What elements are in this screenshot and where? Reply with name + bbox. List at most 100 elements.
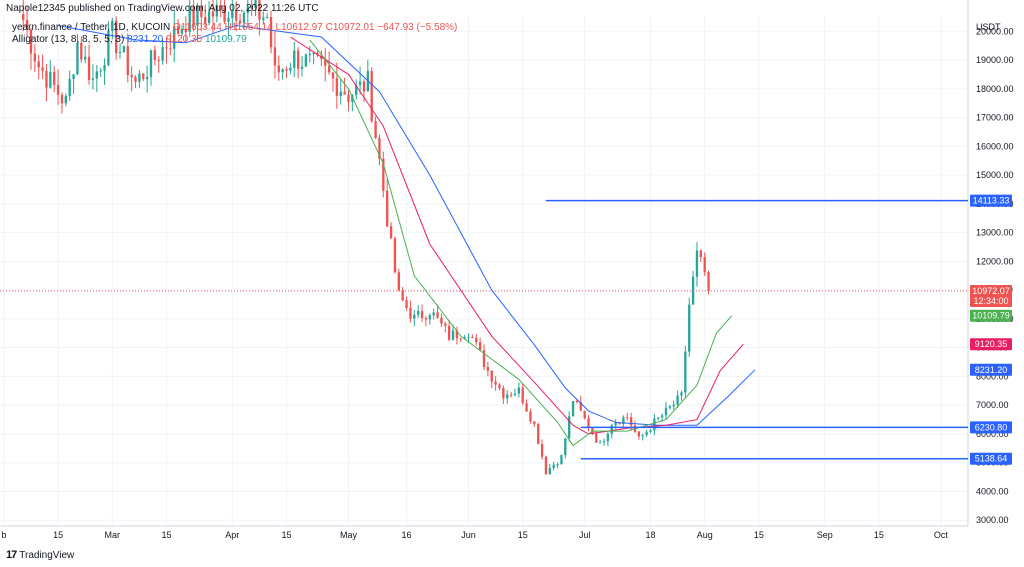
x-tick-label: 15 (754, 530, 764, 540)
candle-body (250, 6, 253, 9)
candle-body (521, 387, 524, 404)
candle-body (552, 464, 555, 468)
x-tick-label: 15 (874, 530, 884, 540)
candle-body (80, 42, 83, 60)
candle-body (358, 81, 362, 86)
y-tick-label: 12000.00 (976, 256, 1014, 266)
candle-body (87, 56, 91, 80)
axis-price-tag (970, 284, 1012, 307)
candle-body (304, 54, 308, 67)
axis-price-label: 10972.07 (972, 286, 1010, 296)
candle-body (432, 312, 435, 316)
candle-body (157, 59, 160, 61)
x-tick-label: May (340, 530, 358, 540)
candle-body (444, 323, 447, 326)
candle-body (56, 84, 60, 95)
candle-body (548, 467, 551, 474)
low-value: L10612.97 (275, 22, 323, 33)
y-tick-label: 19000.00 (976, 55, 1014, 65)
candle-body (68, 78, 71, 97)
candle-body (145, 77, 149, 80)
candle-body (285, 69, 288, 71)
candle-body (33, 53, 37, 62)
x-tick-label: b (1, 530, 6, 540)
candle-body (188, 6, 191, 33)
candle-body (699, 250, 702, 258)
candle-body (537, 424, 540, 445)
candle-body (312, 52, 315, 54)
y-tick-label: 7000.00 (976, 400, 1009, 410)
candle-body (509, 394, 513, 396)
axis-unit-label: USDT (976, 22, 1001, 32)
candle-body (653, 418, 656, 431)
candle-body (595, 433, 598, 443)
candle-body (37, 61, 40, 68)
candle-body (138, 73, 141, 82)
candle-body (246, 6, 249, 14)
candle-body (382, 158, 385, 191)
candle-body (467, 337, 470, 339)
candle-body (560, 455, 563, 465)
indicator-legend[interactable]: Alligator (13, 8, 8, 5, 5, 3) 8231.20 91… (12, 34, 247, 46)
candle-body (397, 272, 400, 291)
candle-body (629, 417, 633, 426)
candle-body (327, 65, 331, 73)
candle-body (211, 11, 215, 17)
candle-body (53, 71, 56, 85)
candle-body (343, 91, 346, 95)
candle-body (703, 257, 706, 273)
symbol-legend[interactable]: yearn.finance / Tether, 1D, KUCOIN O1160… (12, 22, 457, 34)
candle-body (540, 444, 544, 457)
x-tick-label: 16 (402, 530, 412, 540)
candle-body (219, 4, 222, 8)
candle-body (45, 70, 48, 88)
candle-body (277, 65, 280, 73)
candle-body (664, 407, 668, 416)
candle-body (475, 337, 478, 343)
candle-body (695, 250, 699, 277)
alligator-jaw-line (58, 24, 756, 426)
axis-price-label: 9120.35 (975, 339, 1008, 349)
candle-body (242, 13, 246, 23)
candle-body (645, 431, 648, 436)
x-tick-label: Sep (817, 530, 833, 540)
candle-body (478, 342, 482, 351)
candle-body (281, 69, 284, 73)
candle-body (490, 370, 493, 382)
indicator-title[interactable]: Alligator (13, 8, 8, 5, 5, 3) (12, 34, 125, 45)
candle-body (238, 20, 242, 23)
x-tick-label: Apr (225, 530, 239, 540)
candle-body (405, 300, 408, 308)
teeth-value: 9120.35 (166, 34, 203, 45)
candle-body (672, 404, 675, 407)
candle-body (424, 318, 428, 320)
candle-body (451, 330, 455, 340)
x-tick-label: 15 (161, 530, 171, 540)
candle-body (707, 272, 710, 291)
candle-body (386, 190, 389, 227)
candle-body (680, 392, 683, 396)
level-price-tag (970, 421, 1012, 434)
candle-body (161, 47, 164, 61)
candle-body (355, 85, 358, 95)
candle-body (235, 10, 238, 21)
level-price-label: 6230.80 (975, 422, 1008, 432)
candle-body (506, 394, 509, 399)
candle-body (223, 7, 226, 22)
candle-body (324, 58, 327, 66)
candle-body (273, 47, 277, 66)
candle-body (463, 337, 466, 340)
candle-body (331, 72, 335, 79)
symbol-title[interactable]: yearn.finance / Tether, 1D, KUCOIN (12, 22, 171, 33)
change-value: −647.93 (−5.58%) (377, 22, 458, 33)
candle-body (579, 401, 582, 411)
candle-body (335, 78, 339, 96)
candle-body (296, 50, 300, 69)
candle-body (417, 310, 420, 315)
candle-body (649, 430, 652, 432)
candle-body (122, 46, 126, 52)
candle-body (169, 48, 172, 50)
candle-body (184, 28, 188, 33)
y-tick-label: 15000.00 (976, 170, 1014, 180)
